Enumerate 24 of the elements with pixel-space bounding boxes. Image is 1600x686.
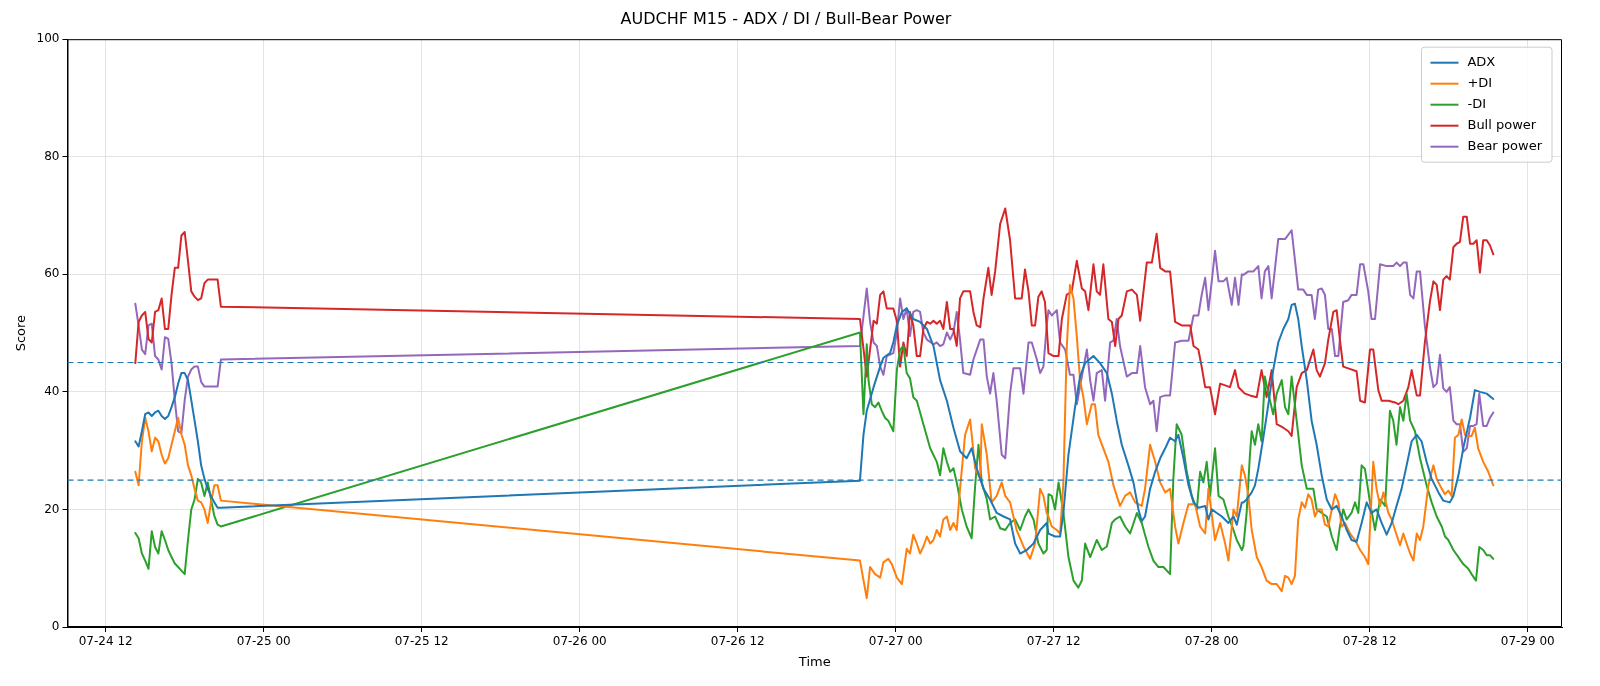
y-tick-label: 80 [44,148,60,163]
legend-label: Bear power [1467,138,1543,154]
x-tick-label: 07-28 12 [1342,634,1397,649]
x-tick-label: 07-26 12 [710,634,765,649]
x-tick-label: 07-24 12 [78,634,133,649]
x-axis-title: Time [797,653,831,669]
x-tick-label: 07-27 12 [1026,634,1081,649]
x-tick-label: 07-26 00 [552,634,607,649]
chart-title: AUDCHF M15 - ADX / DI / Bull-Bear Power [620,8,952,28]
y-tick-label: 60 [44,266,60,281]
x-tick-label: 07-27 00 [868,634,923,649]
x-tick-label: 07-25 00 [236,634,291,649]
legend-label: ADX [1467,54,1496,70]
legend-label: +DI [1467,75,1493,91]
y-axis-title: Score [13,314,29,352]
y-tick-label: 20 [44,501,60,516]
legend-label: -DI [1467,96,1487,112]
x-tick-label: 07-28 00 [1184,634,1239,649]
y-tick-label: 40 [44,384,60,399]
y-tick-label: 100 [36,31,60,46]
y-tick-label: 0 [51,619,60,634]
x-tick-label: 07-25 12 [394,634,449,649]
x-tick-label: 07-29 00 [1500,634,1555,649]
legend-label: Bull power [1467,117,1537,133]
